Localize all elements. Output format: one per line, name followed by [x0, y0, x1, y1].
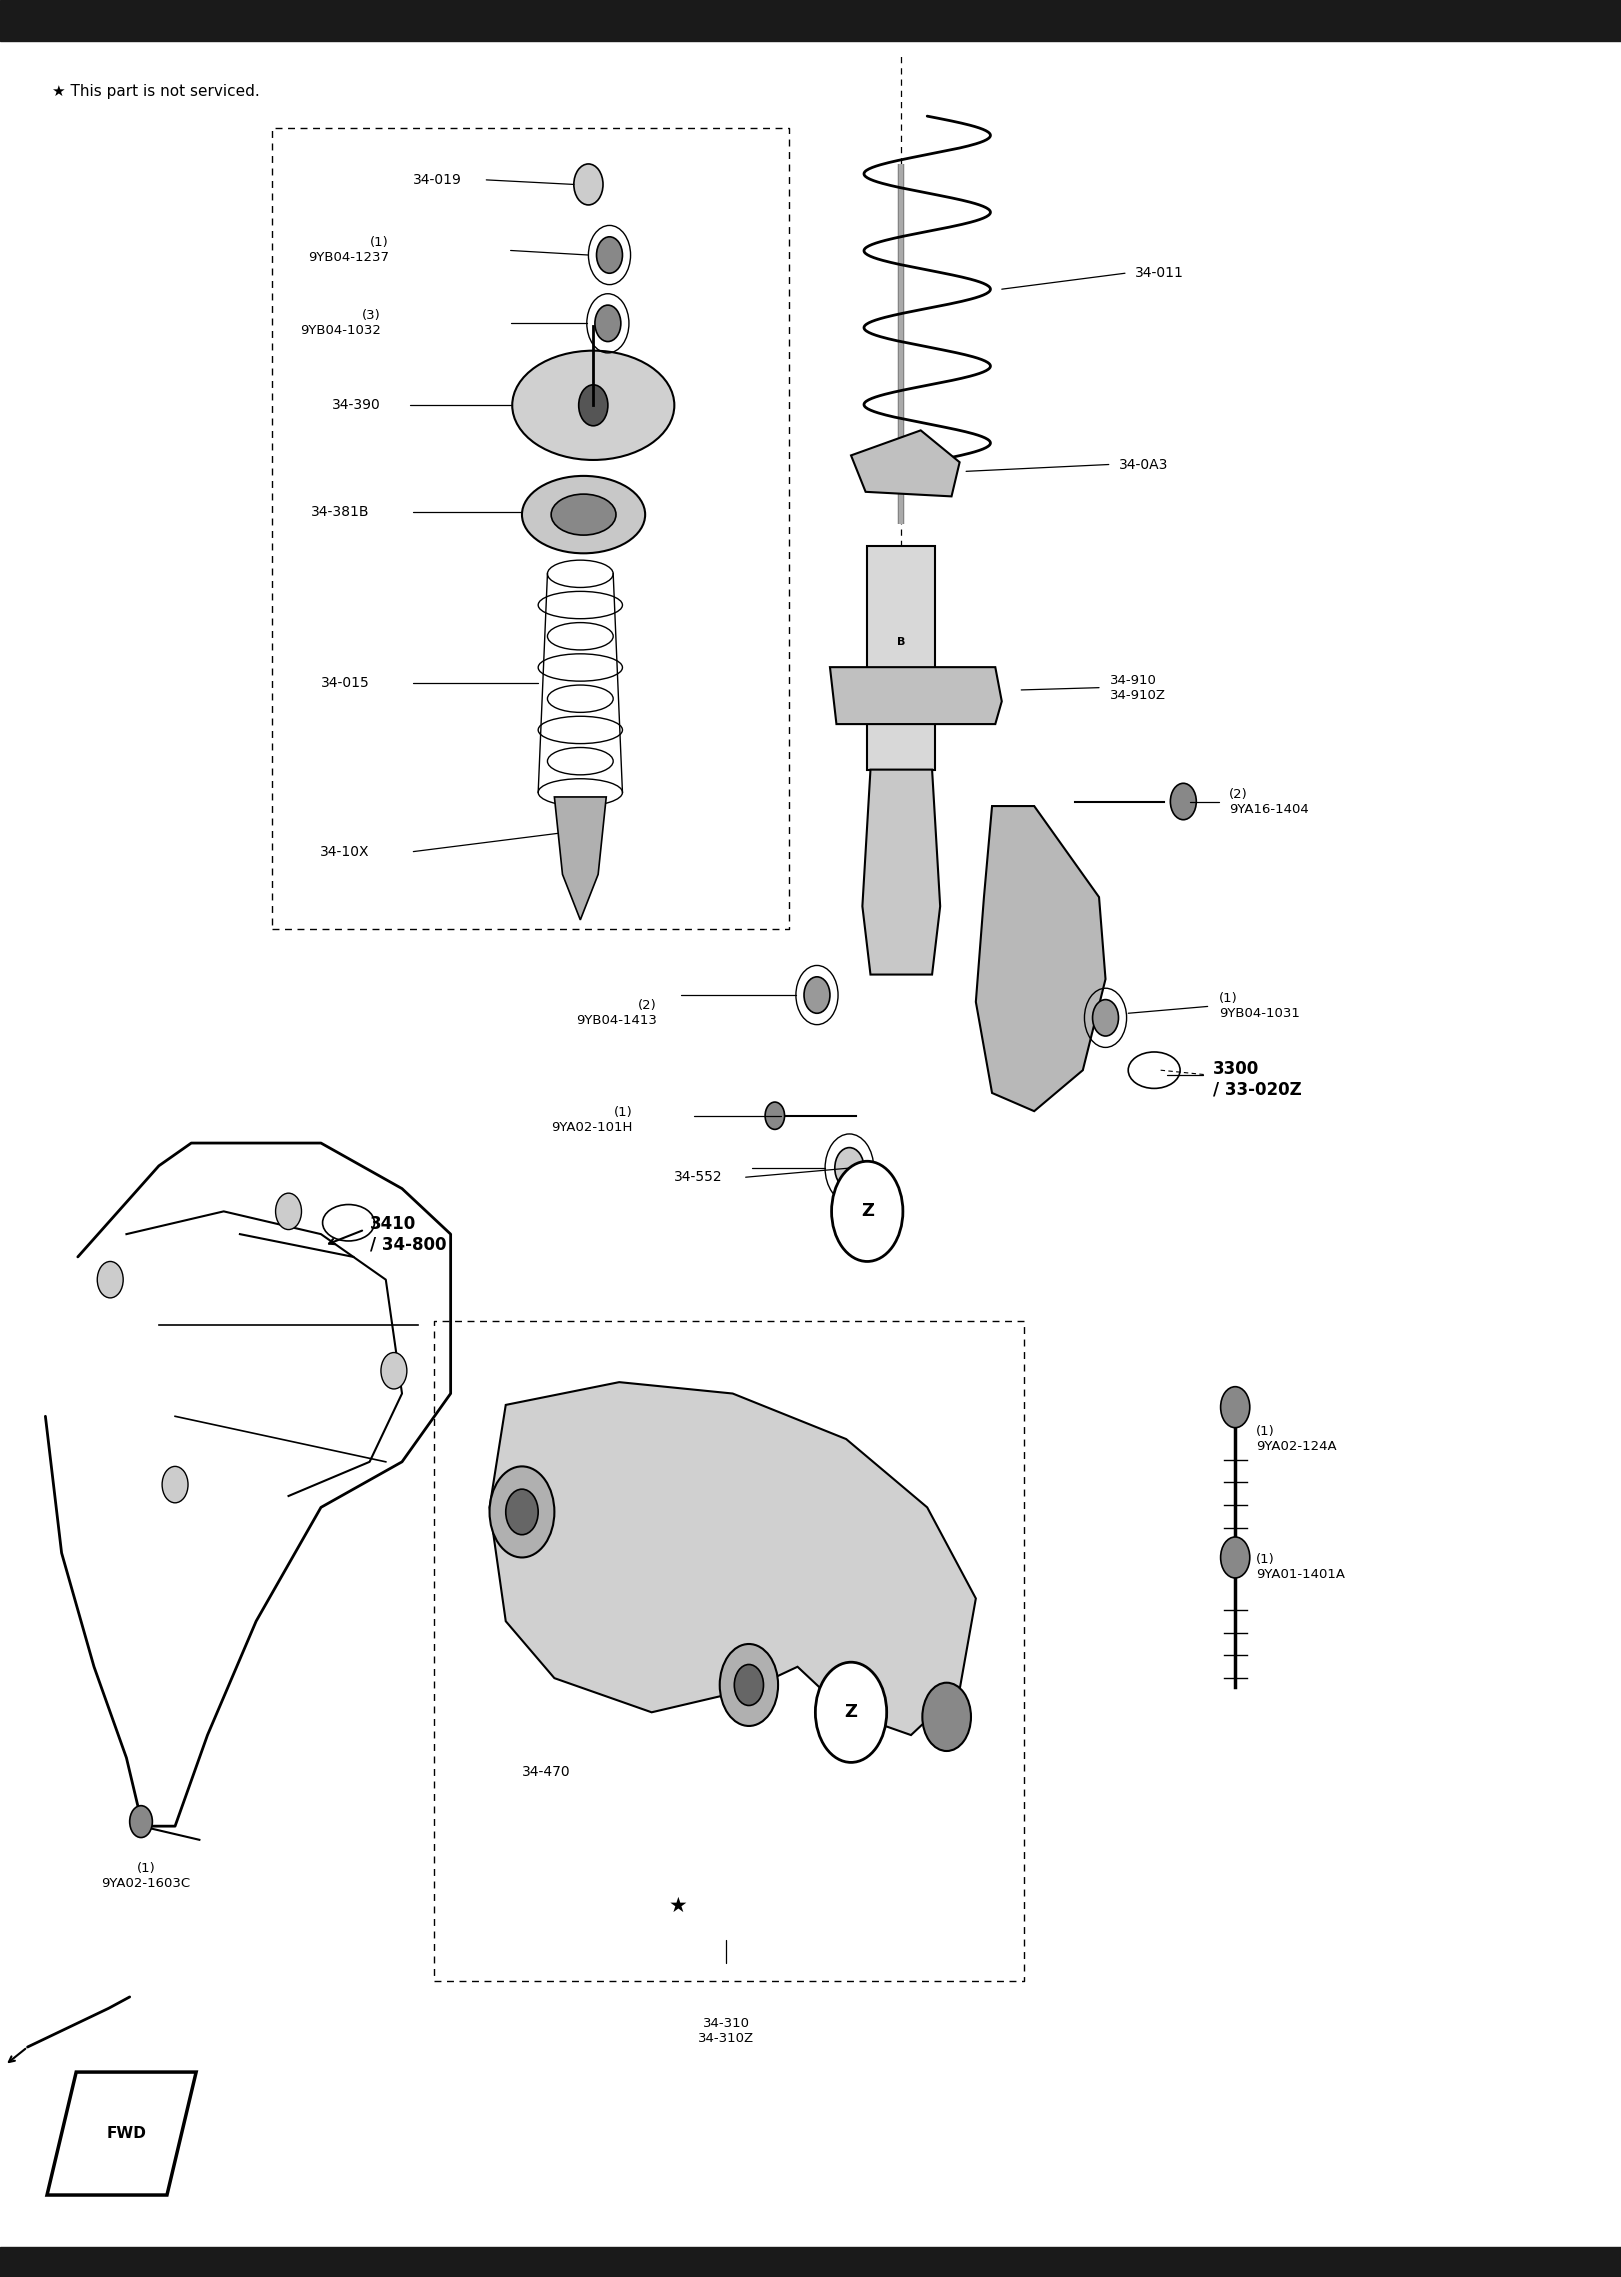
Circle shape [597, 237, 622, 273]
Circle shape [1093, 1000, 1118, 1036]
Circle shape [130, 1806, 152, 1838]
Text: (2)
9YA16-1404: (2) 9YA16-1404 [1229, 788, 1308, 815]
Polygon shape [862, 770, 940, 975]
Circle shape [1170, 783, 1196, 820]
Circle shape [506, 1489, 538, 1535]
Text: 34-910
34-910Z: 34-910 34-910Z [1110, 674, 1167, 701]
Ellipse shape [551, 494, 616, 535]
Text: (1)
9YB04-1031: (1) 9YB04-1031 [1219, 993, 1300, 1020]
Circle shape [579, 385, 608, 426]
Polygon shape [830, 667, 1002, 724]
Text: 34-0A3: 34-0A3 [1118, 458, 1167, 471]
Text: 34-470: 34-470 [522, 1765, 571, 1778]
Circle shape [490, 1466, 554, 1557]
Text: 34-011: 34-011 [1135, 266, 1183, 280]
Circle shape [276, 1193, 302, 1230]
Text: (1)
9YB04-1237: (1) 9YB04-1237 [308, 237, 389, 264]
Text: ★: ★ [668, 1897, 687, 1915]
Text: (1)
9YA01-1401A: (1) 9YA01-1401A [1256, 1553, 1345, 1580]
Ellipse shape [522, 476, 645, 553]
Text: 3300
/ 33-020Z: 3300 / 33-020Z [1213, 1059, 1302, 1100]
Circle shape [922, 1683, 971, 1751]
Circle shape [162, 1466, 188, 1503]
Ellipse shape [512, 351, 674, 460]
Text: Z: Z [861, 1202, 874, 1220]
Text: (1)
9YA02-124A: (1) 9YA02-124A [1256, 1425, 1337, 1453]
Polygon shape [47, 2072, 196, 2195]
Polygon shape [490, 1382, 976, 1735]
Circle shape [832, 1161, 903, 1261]
Text: 34-310
34-310Z: 34-310 34-310Z [699, 2017, 754, 2045]
Circle shape [720, 1644, 778, 1726]
Polygon shape [851, 430, 960, 496]
Text: ★ This part is not serviced.: ★ This part is not serviced. [52, 84, 259, 100]
Text: 34-381B: 34-381B [311, 505, 370, 519]
Text: 34-015: 34-015 [321, 676, 370, 690]
Text: (3)
9YB04-1032: (3) 9YB04-1032 [300, 310, 381, 337]
Text: (1)
9YA02-1603C: (1) 9YA02-1603C [102, 1863, 190, 1890]
Text: Z: Z [845, 1703, 858, 1721]
Circle shape [595, 305, 621, 342]
Circle shape [804, 977, 830, 1013]
Circle shape [381, 1353, 407, 1389]
Text: B: B [896, 638, 906, 647]
Bar [0, 2247, 1621, 2277]
Circle shape [815, 1662, 887, 1762]
Text: (2)
9YB04-1413: (2) 9YB04-1413 [575, 1000, 657, 1027]
Polygon shape [976, 806, 1106, 1111]
Text: 34-390: 34-390 [332, 398, 381, 412]
Circle shape [835, 1148, 864, 1189]
Bar [0, 0, 1621, 41]
Text: 34-552: 34-552 [674, 1170, 723, 1184]
Text: (1)
9YA02-101H: (1) 9YA02-101H [551, 1107, 632, 1134]
Text: 3410
/ 34-800: 3410 / 34-800 [370, 1214, 446, 1255]
Circle shape [97, 1261, 123, 1298]
Circle shape [765, 1102, 785, 1129]
Text: FWD: FWD [107, 2127, 146, 2140]
Text: 34-10X: 34-10X [319, 845, 370, 858]
Circle shape [1221, 1387, 1250, 1428]
Polygon shape [867, 546, 935, 770]
Circle shape [1221, 1537, 1250, 1578]
Circle shape [574, 164, 603, 205]
Polygon shape [554, 797, 606, 920]
Circle shape [734, 1664, 763, 1705]
Text: 34-019: 34-019 [413, 173, 462, 187]
